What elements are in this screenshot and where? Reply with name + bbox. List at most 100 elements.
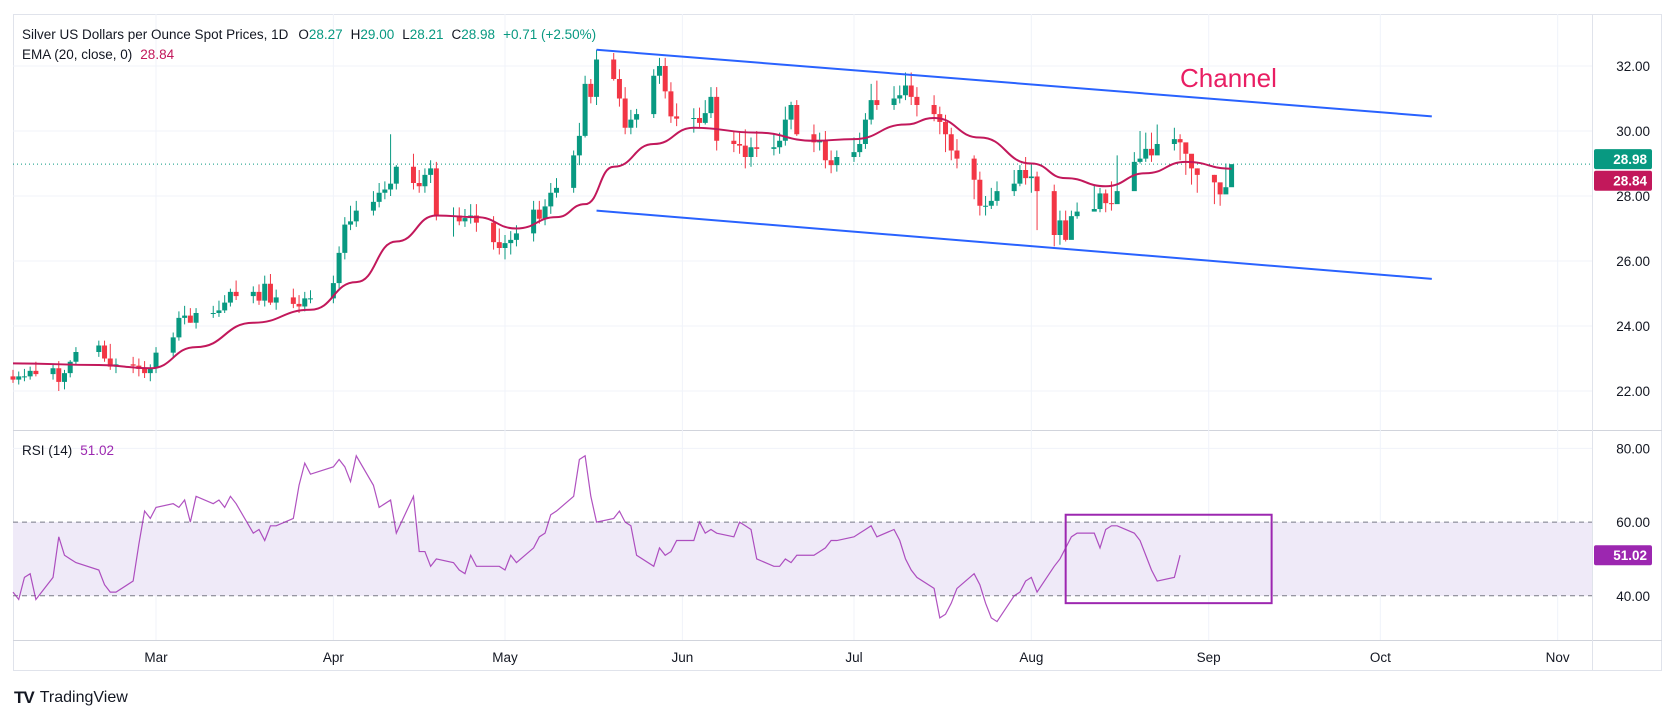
candle-body — [290, 297, 296, 304]
channel-lower-line — [596, 209, 1432, 280]
candle-body — [628, 119, 634, 128]
price-tick-label: 26.00 — [1616, 254, 1650, 269]
x-tick-label: Mar — [144, 650, 168, 665]
candle-body — [576, 135, 582, 156]
x-tick-label: May — [492, 650, 518, 665]
legend-ema: EMA (20, close, 0) 28.84 — [22, 47, 175, 62]
x-tick-label: Sep — [1197, 650, 1221, 665]
candle-body — [1074, 211, 1080, 217]
candle-body — [33, 370, 39, 375]
rsi-tick-label: 40.00 — [1616, 589, 1650, 604]
candle-body — [531, 209, 537, 234]
candle-body — [1097, 193, 1103, 209]
candle-body — [1017, 170, 1023, 184]
tradingview-logo-icon: TV — [14, 688, 35, 707]
candle-body — [622, 98, 628, 128]
ema-marker-bg — [1594, 170, 1652, 191]
candle-body — [456, 215, 462, 222]
candle-body — [851, 152, 857, 157]
candle-body — [1189, 153, 1195, 169]
candle-body — [61, 373, 67, 382]
candle-body — [27, 370, 33, 377]
candle-body — [153, 352, 159, 368]
candle-body — [1057, 220, 1063, 235]
candle-body — [222, 302, 228, 311]
candle-body — [943, 121, 949, 135]
candle-body — [731, 140, 737, 144]
candle-body — [348, 221, 354, 225]
candle-body — [473, 215, 479, 223]
candle-body — [56, 368, 62, 382]
channel-upper-line — [596, 48, 1432, 118]
candle-body — [582, 83, 588, 136]
candle-body — [874, 100, 880, 105]
candle-body — [948, 134, 954, 151]
legend-symbol: Silver US Dollars per Ounce Spot Prices,… — [22, 27, 596, 42]
candle-body — [1177, 139, 1183, 143]
candle-body — [897, 95, 903, 99]
price-tick-label: 32.00 — [1616, 59, 1650, 74]
candle-body — [142, 368, 148, 374]
candle-body — [376, 192, 382, 202]
candle-body — [1034, 176, 1040, 192]
price-tick-label: 30.00 — [1616, 124, 1650, 139]
candle-body — [513, 233, 519, 240]
candle-body — [182, 315, 188, 318]
brand-name: TradingView — [39, 689, 128, 706]
candle-body — [491, 222, 497, 243]
candle-body — [233, 291, 239, 297]
candle-body — [1217, 182, 1223, 195]
candle-body — [227, 291, 233, 303]
x-tick-label: Jun — [671, 650, 693, 665]
candle-body — [1223, 187, 1229, 195]
candle-body — [862, 119, 868, 144]
candle-body — [553, 187, 559, 193]
candle-body — [1051, 191, 1057, 235]
rsi-tick-label: 80.00 — [1616, 441, 1650, 456]
candle-body — [216, 310, 222, 313]
tradingview-brand[interactable]: TV TradingView — [14, 688, 128, 708]
candle-body — [771, 147, 777, 149]
candle-body — [1171, 139, 1177, 144]
candle-body — [210, 313, 216, 314]
candle-body — [616, 79, 622, 99]
candle-body — [697, 118, 703, 123]
candle-body — [416, 183, 422, 187]
price-tick-label: 28.00 — [1616, 189, 1650, 204]
candle-body — [496, 242, 502, 248]
candle-body — [782, 119, 788, 141]
x-tick-label: Apr — [323, 650, 345, 665]
candle-body — [788, 105, 794, 120]
candle-body — [868, 100, 874, 120]
candle-body — [988, 200, 994, 206]
candle-body — [834, 157, 840, 166]
candle-body — [737, 144, 743, 146]
rsi-marker-bg — [1594, 545, 1652, 566]
rsi-marker-text: 51.02 — [1613, 548, 1647, 563]
candle-body — [668, 91, 674, 117]
candle-body — [548, 192, 554, 207]
candle-body — [176, 317, 182, 338]
candle-body — [21, 376, 27, 378]
price-tick-label: 24.00 — [1616, 319, 1650, 334]
candle-body — [462, 218, 468, 222]
candle-body — [1028, 176, 1034, 179]
candle-body — [73, 352, 79, 362]
rsi-highlight-box — [1064, 513, 1273, 605]
candle-body — [273, 297, 279, 303]
candle-body — [1194, 168, 1200, 175]
x-tick-label: Oct — [1370, 650, 1391, 665]
last-price-marker-text: 28.98 — [1613, 152, 1647, 167]
rsi-tick-label: 60.00 — [1616, 515, 1650, 530]
candle-body — [822, 140, 828, 161]
candle-body — [302, 298, 308, 307]
candle-body — [542, 206, 548, 219]
candle-body — [674, 116, 680, 119]
candle-body — [1154, 144, 1160, 156]
candle-body — [914, 96, 920, 105]
candle-body — [1148, 148, 1154, 156]
candle-body — [794, 105, 800, 135]
rsi-line — [12, 454, 1273, 623]
